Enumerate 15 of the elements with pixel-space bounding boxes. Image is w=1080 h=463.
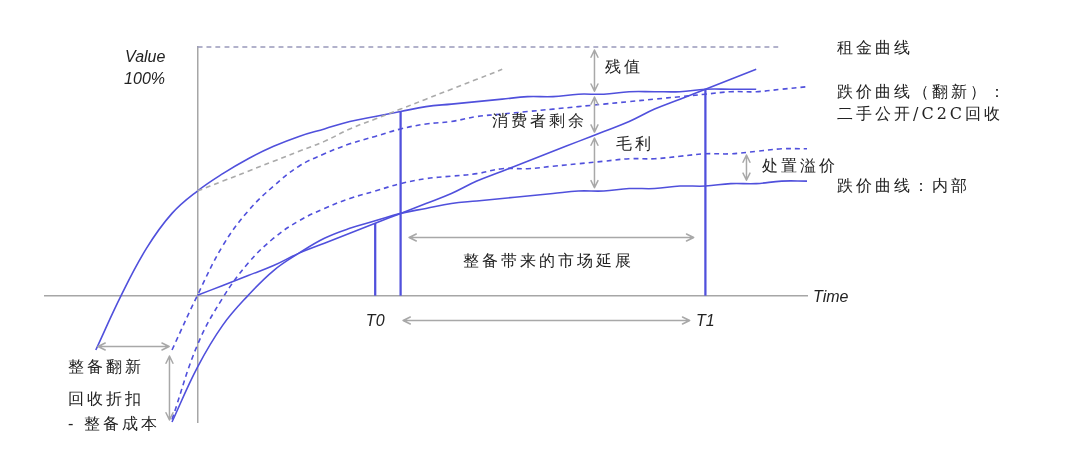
series-label: 跌价曲线（翻新）：二手公开/C2C回收	[837, 81, 1008, 123]
x-axis-title: Time	[813, 287, 849, 305]
annotation: 残值	[605, 57, 643, 77]
series-label: 跌价曲线：内部	[837, 176, 970, 196]
annotation: 回收折扣 - 整备成本	[68, 388, 161, 433]
x-tick-label: T1	[696, 312, 715, 330]
annotation: 整备翻新	[68, 357, 144, 377]
annotation: 整备带来的市场延展	[462, 251, 634, 271]
y-axis-title: Value	[125, 48, 166, 66]
x-tick-label: T0	[365, 312, 385, 330]
annotation: 消费者剩余	[492, 111, 587, 131]
annotation: 毛利	[616, 134, 654, 154]
annotation: 100%	[124, 70, 165, 88]
annotation: 处置溢价	[762, 156, 838, 176]
text: 租金曲线	[837, 37, 913, 57]
